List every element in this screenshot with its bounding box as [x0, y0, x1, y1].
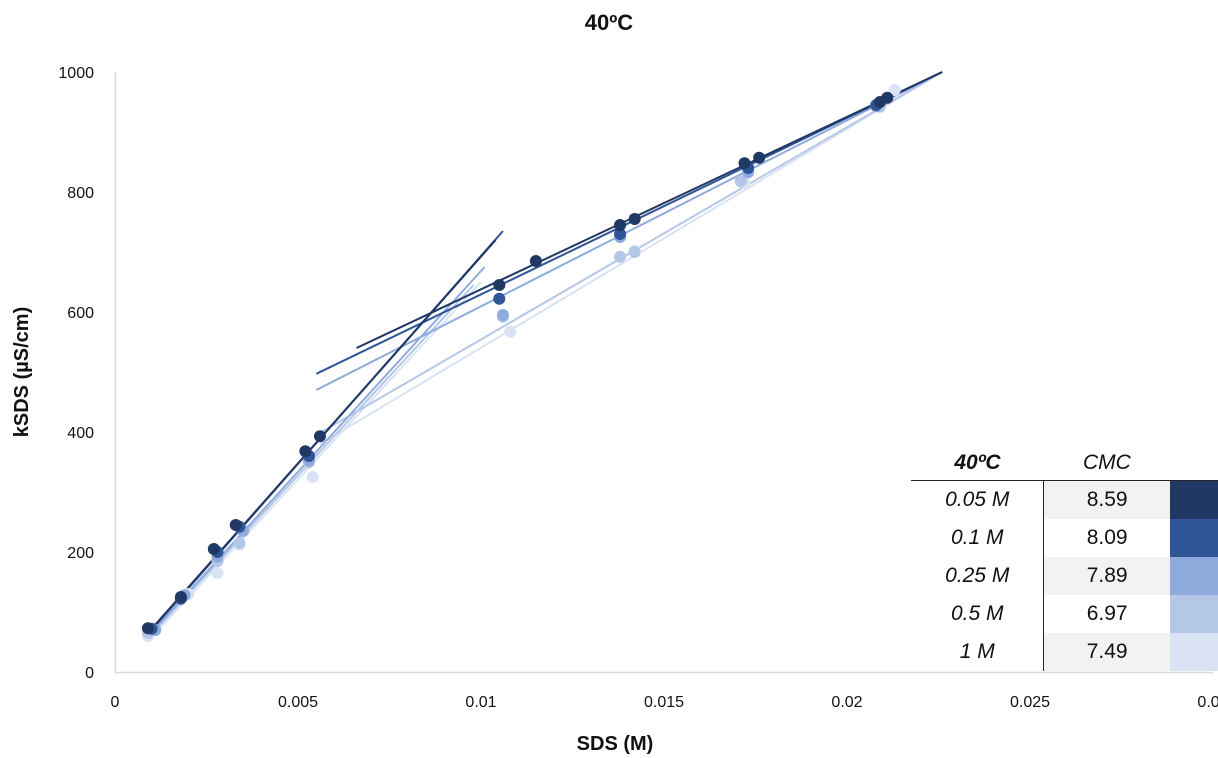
data-point: [299, 445, 312, 458]
legend-cmc-value: 8.09: [1086, 526, 1128, 549]
data-point: [888, 84, 901, 96]
fit-line-premicellar: [150, 281, 482, 638]
x-tick-label: 0.02: [831, 694, 862, 711]
legend-series-name: 0.5 M: [911, 595, 1045, 633]
legend-series-name: 0.05 M: [911, 480, 1045, 519]
y-tick-label: 200: [67, 545, 94, 562]
data-point: [614, 219, 627, 231]
data-point: [529, 255, 542, 267]
legend-cmc-value: 6.97: [1086, 602, 1128, 625]
legend-series-name: 0.25 M: [911, 557, 1045, 595]
data-points: [141, 84, 901, 642]
data-point: [881, 91, 894, 104]
cmc-legend-table: 40ºC CMC 0.05 M 8.59 0.1 M 8.09 0.25 M 7.89 0.…: [911, 446, 1218, 671]
legend-row: 0.05 M 8.59: [911, 480, 1218, 519]
legend-cmc-value: 7.89: [1043, 557, 1170, 595]
x-tick-label: 0.025: [1010, 694, 1050, 711]
legend-color-swatch: [1169, 595, 1218, 633]
y-tick-label: 400: [67, 425, 94, 442]
legend-row: 1 M 7.49: [911, 633, 1218, 671]
x-tick-label: 0: [111, 694, 120, 711]
y-tick-label: 1000: [58, 65, 94, 82]
x-tick-label: 0.015: [644, 694, 684, 711]
legend-row: 0.25 M 7.89: [911, 557, 1218, 595]
legend-header-swatch: [1169, 446, 1218, 481]
x-tick-labels: 0 0.005 0.01 0.015 0.02 0.025 0.03: [111, 694, 1218, 711]
legend-color-swatch: [1169, 633, 1218, 671]
legend-row: 0.1 M 8.09: [911, 519, 1218, 557]
y-tick-labels: 0 200 400 600 800 1000: [58, 65, 94, 682]
legend-series-name: 0.1 M: [911, 519, 1045, 557]
legend-color-swatch: [1169, 519, 1218, 557]
data-point: [496, 309, 509, 321]
legend-header-row: 40ºC CMC: [911, 446, 1218, 481]
legend-row: 0.5 M 6.97: [911, 595, 1218, 633]
data-point: [229, 519, 242, 531]
legend-header-temperature: 40ºC: [911, 446, 1044, 481]
legend-cmc-value: 8.59: [1043, 480, 1170, 519]
data-point: [504, 325, 517, 338]
data-point: [141, 622, 154, 635]
data-point: [628, 246, 641, 258]
data-point: [306, 471, 319, 483]
data-point: [313, 430, 326, 443]
data-point: [738, 157, 751, 170]
y-tick-label: 600: [67, 305, 94, 322]
data-point: [628, 213, 641, 225]
fit-line-postmicellar: [319, 71, 943, 445]
y-tick-label: 0: [85, 665, 94, 682]
legend-cmc-value: 7.49: [1043, 633, 1170, 671]
data-point: [734, 175, 747, 188]
data-point: [493, 279, 506, 291]
legend-color-swatch: [1169, 480, 1218, 519]
fit-lines: [150, 71, 943, 638]
x-tick-label: 0.01: [465, 694, 496, 711]
x-tick-label: 0.005: [278, 694, 318, 711]
fit-line-postmicellar: [315, 71, 943, 391]
data-point: [233, 537, 246, 549]
x-tick-label: 0.03: [1197, 694, 1218, 711]
chart-title: 40ºC: [585, 10, 634, 35]
x-axis-title: SDS (M): [577, 733, 654, 755]
legend-header-cmc: CMC: [1043, 446, 1170, 481]
y-tick-label: 800: [67, 185, 94, 202]
data-point: [211, 567, 224, 579]
data-point: [207, 543, 220, 555]
y-axis-title: kSDS (µS/cm): [11, 307, 33, 437]
legend-series-name: 1 M: [911, 633, 1045, 671]
legend-color-swatch: [1169, 557, 1218, 595]
data-point: [614, 250, 627, 263]
fit-line-postmicellar: [356, 71, 943, 349]
data-point: [614, 228, 627, 240]
data-point: [493, 292, 506, 305]
data-point: [174, 591, 187, 603]
data-point: [753, 151, 766, 164]
fit-line-premicellar: [150, 266, 486, 634]
